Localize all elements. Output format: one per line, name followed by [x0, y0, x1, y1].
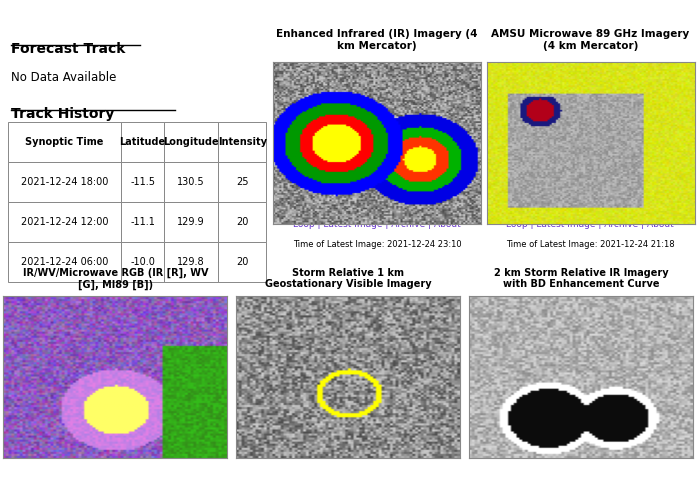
FancyBboxPatch shape — [218, 122, 266, 162]
Text: Time of Latest Image: 2021-12-24 21:18: Time of Latest Image: 2021-12-24 21:18 — [506, 240, 675, 249]
Text: -10.0: -10.0 — [130, 257, 155, 267]
Text: IR/WV/Microwave RGB (IR [R], WV
[G], MI89 [B]): IR/WV/Microwave RGB (IR [R], WV [G], MI8… — [22, 268, 208, 289]
Text: No Data Available: No Data Available — [10, 71, 116, 84]
Text: Loop | Latest Image | Archive | About: Loop | Latest Image | Archive | About — [294, 220, 461, 229]
FancyBboxPatch shape — [8, 122, 121, 162]
Text: 2021-12-24 18:00: 2021-12-24 18:00 — [21, 177, 108, 187]
Text: Time of Latest Image: 2021-12-24 23:10: Time of Latest Image: 2021-12-24 23:10 — [293, 240, 461, 249]
Text: 2021-12-24 06:00: 2021-12-24 06:00 — [21, 257, 108, 267]
FancyBboxPatch shape — [218, 162, 266, 202]
FancyBboxPatch shape — [164, 242, 218, 282]
FancyBboxPatch shape — [8, 162, 121, 202]
FancyBboxPatch shape — [121, 122, 164, 162]
Text: -11.1: -11.1 — [130, 217, 155, 227]
Text: 129.9: 129.9 — [178, 217, 205, 227]
Text: Longitude: Longitude — [164, 137, 219, 147]
FancyBboxPatch shape — [164, 202, 218, 242]
Text: Forecast Track: Forecast Track — [10, 42, 125, 56]
Text: 20: 20 — [236, 217, 248, 227]
Text: Synoptic Time: Synoptic Time — [25, 137, 103, 147]
FancyBboxPatch shape — [121, 202, 164, 242]
Text: 2 km Storm Relative IR Imagery
with BD Enhancement Curve: 2 km Storm Relative IR Imagery with BD E… — [493, 268, 668, 289]
Text: Intensity: Intensity — [217, 137, 267, 147]
Text: 129.8: 129.8 — [178, 257, 205, 267]
FancyBboxPatch shape — [164, 122, 218, 162]
FancyBboxPatch shape — [8, 202, 121, 242]
Text: Storm Relative 1 km
Geostationary Visible Imagery: Storm Relative 1 km Geostationary Visibl… — [265, 268, 431, 289]
Text: Latitude: Latitude — [120, 137, 166, 147]
Text: 130.5: 130.5 — [178, 177, 205, 187]
Text: Enhanced Infrared (IR) Imagery (4
km Mercator): Enhanced Infrared (IR) Imagery (4 km Mer… — [276, 29, 478, 51]
FancyBboxPatch shape — [218, 202, 266, 242]
FancyBboxPatch shape — [8, 242, 121, 282]
FancyBboxPatch shape — [218, 242, 266, 282]
FancyBboxPatch shape — [121, 242, 164, 282]
Text: 2021-12-24 12:00: 2021-12-24 12:00 — [21, 217, 108, 227]
FancyBboxPatch shape — [121, 162, 164, 202]
Text: 20: 20 — [236, 257, 248, 267]
Text: -11.5: -11.5 — [130, 177, 155, 187]
Text: AMSU Microwave 89 GHz Imagery
(4 km Mercator): AMSU Microwave 89 GHz Imagery (4 km Merc… — [491, 29, 689, 51]
Text: Loop | Latest Image | Archive | About: Loop | Latest Image | Archive | About — [507, 220, 674, 229]
Text: About Track History: About Track History — [10, 319, 127, 333]
FancyBboxPatch shape — [164, 162, 218, 202]
Text: Track History: Track History — [10, 107, 114, 121]
Text: 25: 25 — [236, 177, 248, 187]
